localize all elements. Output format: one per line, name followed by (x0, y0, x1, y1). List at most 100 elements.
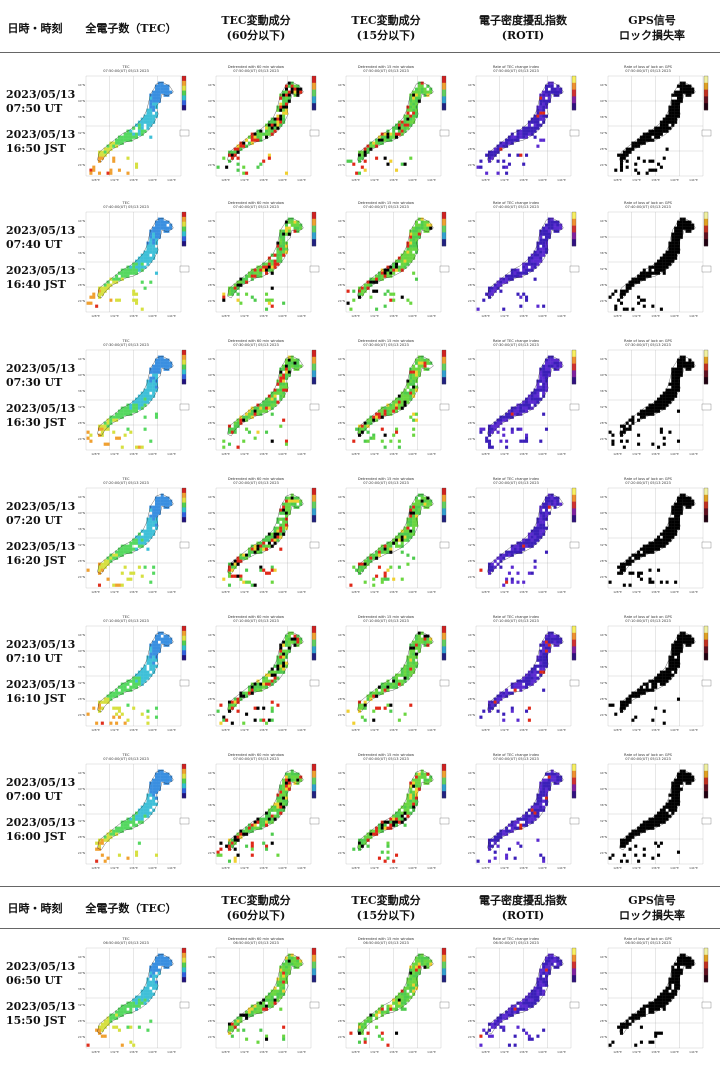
data-cell (103, 859, 107, 863)
data-cell (349, 159, 353, 163)
data-cell (525, 153, 529, 157)
data-cell (149, 508, 153, 512)
data-cell (533, 117, 537, 121)
data-cell (406, 379, 410, 383)
data-cell (282, 376, 286, 380)
data-cell (542, 247, 546, 251)
data-cell (149, 259, 153, 263)
data-cell (403, 162, 407, 166)
data-cell (679, 493, 683, 497)
lat-tick-label: 44°N (338, 83, 345, 87)
data-cell (651, 688, 655, 692)
data-cell (544, 385, 549, 389)
data-cell (553, 90, 557, 94)
colorbar-step (182, 645, 186, 651)
data-cell (143, 814, 147, 818)
data-cell (160, 217, 164, 221)
data-cell (631, 718, 635, 722)
data-cell (106, 838, 110, 842)
data-cell (253, 688, 257, 692)
colorbar-step (572, 653, 576, 661)
data-cell (547, 634, 551, 638)
data-cell (282, 391, 286, 395)
data-cell (143, 400, 147, 404)
data-cell (642, 544, 646, 548)
data-cell (553, 358, 557, 362)
data-cell (412, 529, 416, 533)
data-cell (406, 120, 410, 124)
data-cell (360, 703, 364, 707)
colorbar-step (312, 225, 316, 233)
data-cell (542, 526, 546, 530)
lat-tick-label: 44°N (338, 495, 345, 499)
data-cell (129, 688, 133, 692)
data-cell (149, 811, 153, 815)
data-cell (496, 424, 500, 428)
lon-tick-label: 132°E (370, 728, 379, 732)
data-cell (403, 670, 407, 674)
data-cell (619, 301, 624, 305)
data-cell (152, 661, 156, 665)
colorbar-frame (441, 625, 447, 661)
data-cell (287, 370, 291, 374)
colorbar-step (704, 632, 708, 640)
data-cell (270, 709, 274, 713)
data-cell (527, 544, 531, 548)
data-cell (547, 84, 551, 88)
data-cell (392, 577, 396, 581)
data-cell (270, 406, 274, 410)
data-cell (282, 508, 286, 512)
data-cell (637, 418, 641, 422)
lon-tick-label: 144°E (167, 314, 176, 318)
map-title: Rate of TEC change index (493, 477, 540, 481)
data-cell (550, 90, 554, 94)
lon-tick-label: 144°E (557, 866, 566, 870)
data-cell (126, 547, 130, 551)
data-cell (247, 829, 251, 833)
map-title: Detrended with 15 min window (358, 477, 414, 481)
data-cell (389, 274, 393, 278)
data-cell (230, 286, 234, 290)
data-cell (216, 853, 220, 857)
data-cell (499, 289, 503, 293)
data-cell (360, 568, 364, 572)
data-cell (282, 793, 286, 797)
data-cell (140, 117, 144, 121)
data-cell (270, 817, 274, 821)
data-cell (674, 238, 678, 242)
data-cell (112, 144, 116, 148)
data-cell (276, 805, 280, 809)
data-cell (143, 676, 147, 680)
data-cell (120, 409, 124, 413)
data-cell (665, 673, 669, 677)
data-cell (688, 220, 692, 224)
data-cell (544, 223, 549, 227)
data-cell (123, 547, 127, 551)
data-cell (152, 382, 156, 386)
data-cell (369, 144, 373, 148)
data-cell (146, 721, 150, 725)
data-cell (403, 394, 407, 398)
map-timestamp: 07:00:00(UT) 05/13 2023 (363, 757, 409, 761)
data-cell (154, 238, 159, 242)
data-cell (654, 262, 658, 266)
data-cell (414, 514, 419, 518)
data-cell (688, 84, 692, 88)
data-cell (126, 817, 130, 821)
data-cell (625, 700, 629, 704)
data-cell (250, 853, 254, 857)
data-cell (608, 430, 612, 434)
data-cell (279, 379, 283, 383)
data-cell (112, 832, 116, 836)
data-cell (86, 430, 90, 434)
data-cell (671, 652, 675, 656)
data-cell (380, 829, 384, 833)
data-cell (146, 814, 150, 818)
lon-tick-label: 144°E (557, 314, 566, 318)
data-cell (510, 544, 514, 548)
lat-tick-label: 28°N (208, 697, 215, 701)
data-cell (154, 271, 159, 275)
data-cell (245, 274, 249, 278)
